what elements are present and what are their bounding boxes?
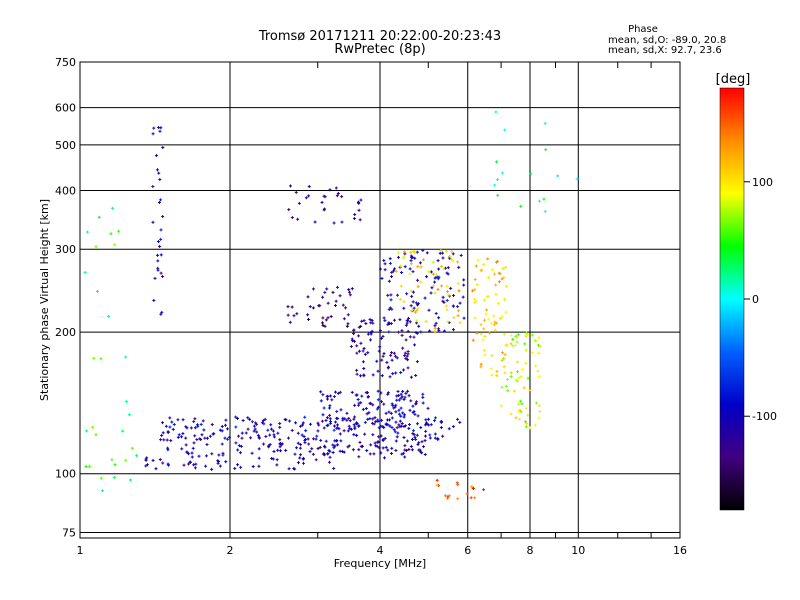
colorbar xyxy=(719,87,745,511)
colorbar-ticks: 100 0 -100 xyxy=(744,176,777,423)
colorbar-tick-label: -100 xyxy=(752,410,777,423)
x-tick-label: 8 xyxy=(527,544,534,557)
chart-title: Tromsø 20171211 20:22:00-20:23:43 xyxy=(258,29,501,44)
data-points xyxy=(83,110,579,501)
x-tick-label: 16 xyxy=(673,544,687,557)
stats-line-x: mean, sd,X: 92.7, 23.6 xyxy=(608,45,722,56)
y-axis-ticks: 75 100 200 300 400 500 600 750 xyxy=(55,56,76,539)
y-tick-label: 400 xyxy=(55,184,76,197)
x-axis-label: Frequency [MHz] xyxy=(334,557,426,570)
y-tick-label: 75 xyxy=(62,526,76,539)
plot-frame xyxy=(79,61,681,539)
y-axis-label: Stationary phase Virtual Height [km] xyxy=(38,199,51,401)
x-tick-label: 4 xyxy=(377,544,384,557)
stats-heading: Phase xyxy=(628,24,658,35)
y-tick-label: 500 xyxy=(55,139,76,152)
colorbar-tick-label: 0 xyxy=(752,293,759,306)
x-axis-ticks: 1 2 4 6 8 10 16 xyxy=(77,62,687,557)
x-tick-label: 6 xyxy=(464,544,471,557)
y-tick-label: 300 xyxy=(55,243,76,256)
grid-lines xyxy=(80,62,680,538)
x-tick-label: 10 xyxy=(571,544,585,557)
y-tick-label: 200 xyxy=(55,326,76,339)
y-tick-label: 750 xyxy=(55,56,76,69)
y-tick-label: 100 xyxy=(55,468,76,481)
colorbar-tick-label: 100 xyxy=(752,176,773,189)
y-tick-label: 600 xyxy=(55,102,76,115)
x-tick-label: 1 xyxy=(77,544,84,557)
stats-line-o: mean, sd,O: -89.0, 20.8 xyxy=(608,35,726,46)
chart-subtitle: RwPretec (8p) xyxy=(334,42,425,57)
x-tick-label: 2 xyxy=(227,544,234,557)
colorbar-label: [deg] xyxy=(716,72,751,87)
